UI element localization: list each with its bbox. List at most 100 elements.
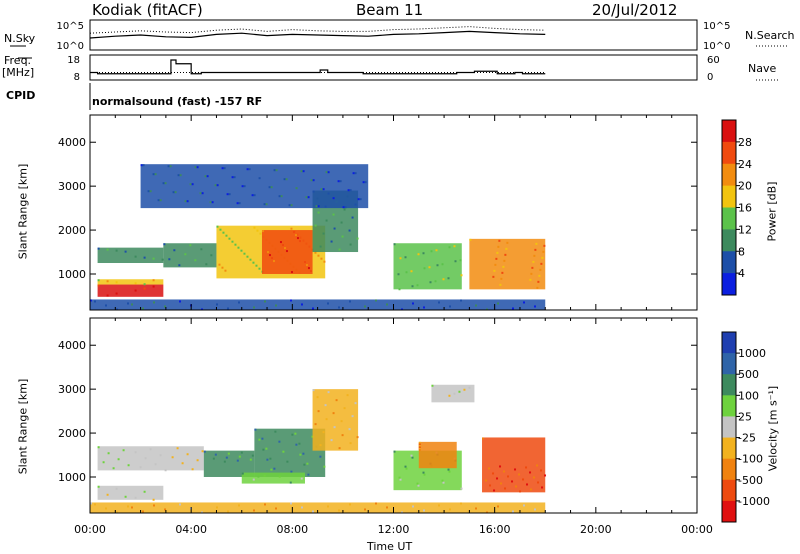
velocity-speckle	[493, 489, 496, 492]
power-speckle	[530, 272, 533, 275]
power-speckle	[270, 186, 273, 189]
power-region	[469, 238, 546, 290]
velocity-speckle	[348, 428, 351, 431]
velocity-colorbar-band	[722, 395, 736, 417]
velocity-speckle	[405, 467, 408, 470]
velocity-speckle	[265, 447, 268, 450]
power-speckle	[142, 307, 144, 310]
power-speckle	[386, 303, 388, 306]
velocity-region	[97, 485, 164, 500]
velocity-speckle	[236, 459, 239, 462]
velocity-speckle	[152, 498, 155, 501]
power-speckle	[178, 264, 181, 267]
power-speckle	[442, 278, 445, 281]
velocity-speckle	[264, 503, 266, 506]
velocity-colorbar-label: 100	[738, 389, 759, 402]
power-speckle	[404, 256, 407, 259]
velocity-speckle	[460, 487, 463, 490]
power-speckle	[172, 191, 175, 194]
velocity-colorbar-band	[722, 479, 736, 502]
power-speckle	[294, 234, 297, 237]
power-speckle	[429, 281, 432, 284]
velocity-speckle	[351, 415, 354, 418]
power-speckle	[422, 252, 425, 255]
power-speckle	[492, 275, 495, 278]
power-speckle	[234, 243, 237, 246]
power-speckle	[152, 279, 155, 282]
power-speckle	[253, 226, 256, 229]
velocity-speckle	[533, 476, 536, 479]
power-speckle	[333, 227, 336, 230]
velocity-speckle	[294, 432, 297, 435]
power-speckle	[143, 256, 146, 259]
power-speckle	[495, 257, 498, 260]
power-speckle	[310, 179, 313, 182]
power-speckle	[417, 253, 420, 256]
power-colorbar-band	[722, 141, 736, 165]
power-speckle	[259, 232, 262, 235]
power-speckle	[499, 283, 502, 286]
freq-panel-frame	[89, 54, 698, 81]
power-speckle	[290, 204, 293, 207]
power-speckle	[281, 244, 284, 247]
power-speckle	[349, 243, 352, 246]
power-speckle	[221, 266, 224, 269]
velocity-speckle	[541, 486, 544, 489]
velocity-speckle	[266, 458, 269, 461]
velocity-speckle	[241, 472, 244, 475]
power-speckle	[364, 305, 366, 308]
velocity-speckle	[536, 464, 539, 467]
velocity-speckle	[289, 481, 292, 484]
freq-ytick-right: 60	[707, 55, 720, 66]
power-ytick-label: 3000	[58, 180, 86, 193]
velocity-colorbar-label: -25	[738, 432, 756, 445]
noise-series-nsky	[89, 30, 546, 39]
power-ytick-label: 2000	[58, 224, 86, 237]
velocity-colorbar-label: -100	[738, 453, 763, 466]
velocity-speckle	[423, 473, 426, 476]
power-speckle	[320, 257, 323, 260]
velocity-region	[431, 384, 475, 403]
power-speckle	[143, 283, 146, 286]
velocity-ytick-label: 3000	[58, 383, 86, 396]
beam-title: Beam 11	[356, 1, 424, 19]
power-speckle	[280, 195, 283, 198]
power-speckle	[319, 245, 322, 248]
velocity-speckle	[127, 505, 129, 508]
power-speckle	[290, 227, 293, 230]
power-speckle	[240, 249, 243, 252]
power-speckle	[305, 264, 308, 267]
velocity-speckle	[325, 418, 328, 421]
power-speckle	[189, 183, 192, 186]
power-speckle	[106, 248, 109, 251]
velocity-speckle	[312, 510, 314, 513]
power-speckle	[453, 245, 456, 248]
power-speckle	[224, 269, 227, 272]
velocity-speckle	[458, 390, 461, 393]
power-speckle	[106, 294, 109, 297]
power-speckle	[115, 292, 118, 295]
velocity-speckle	[273, 467, 276, 470]
velocity-speckle	[134, 451, 137, 454]
velocity-speckle	[240, 451, 243, 454]
power-speckle	[537, 280, 540, 283]
velocity-speckle	[333, 426, 336, 429]
velocity-speckle	[398, 476, 401, 479]
velocity-speckle	[319, 444, 322, 447]
power-speckle	[317, 254, 320, 257]
power-speckle	[506, 241, 509, 244]
power-colorbar-band	[722, 229, 736, 252]
power-speckle	[314, 224, 317, 227]
power-speckle	[536, 286, 539, 289]
power-speckle	[243, 252, 246, 255]
velocity-speckle	[417, 484, 420, 487]
power-speckle	[206, 175, 209, 178]
velocity-speckle	[303, 463, 306, 466]
power-speckle	[337, 180, 340, 183]
velocity-speckle	[127, 464, 130, 467]
power-speckle	[341, 235, 344, 238]
power-speckle	[90, 299, 92, 302]
power-speckle	[142, 164, 145, 167]
power-speckle	[265, 203, 268, 206]
velocity-region	[482, 437, 546, 493]
